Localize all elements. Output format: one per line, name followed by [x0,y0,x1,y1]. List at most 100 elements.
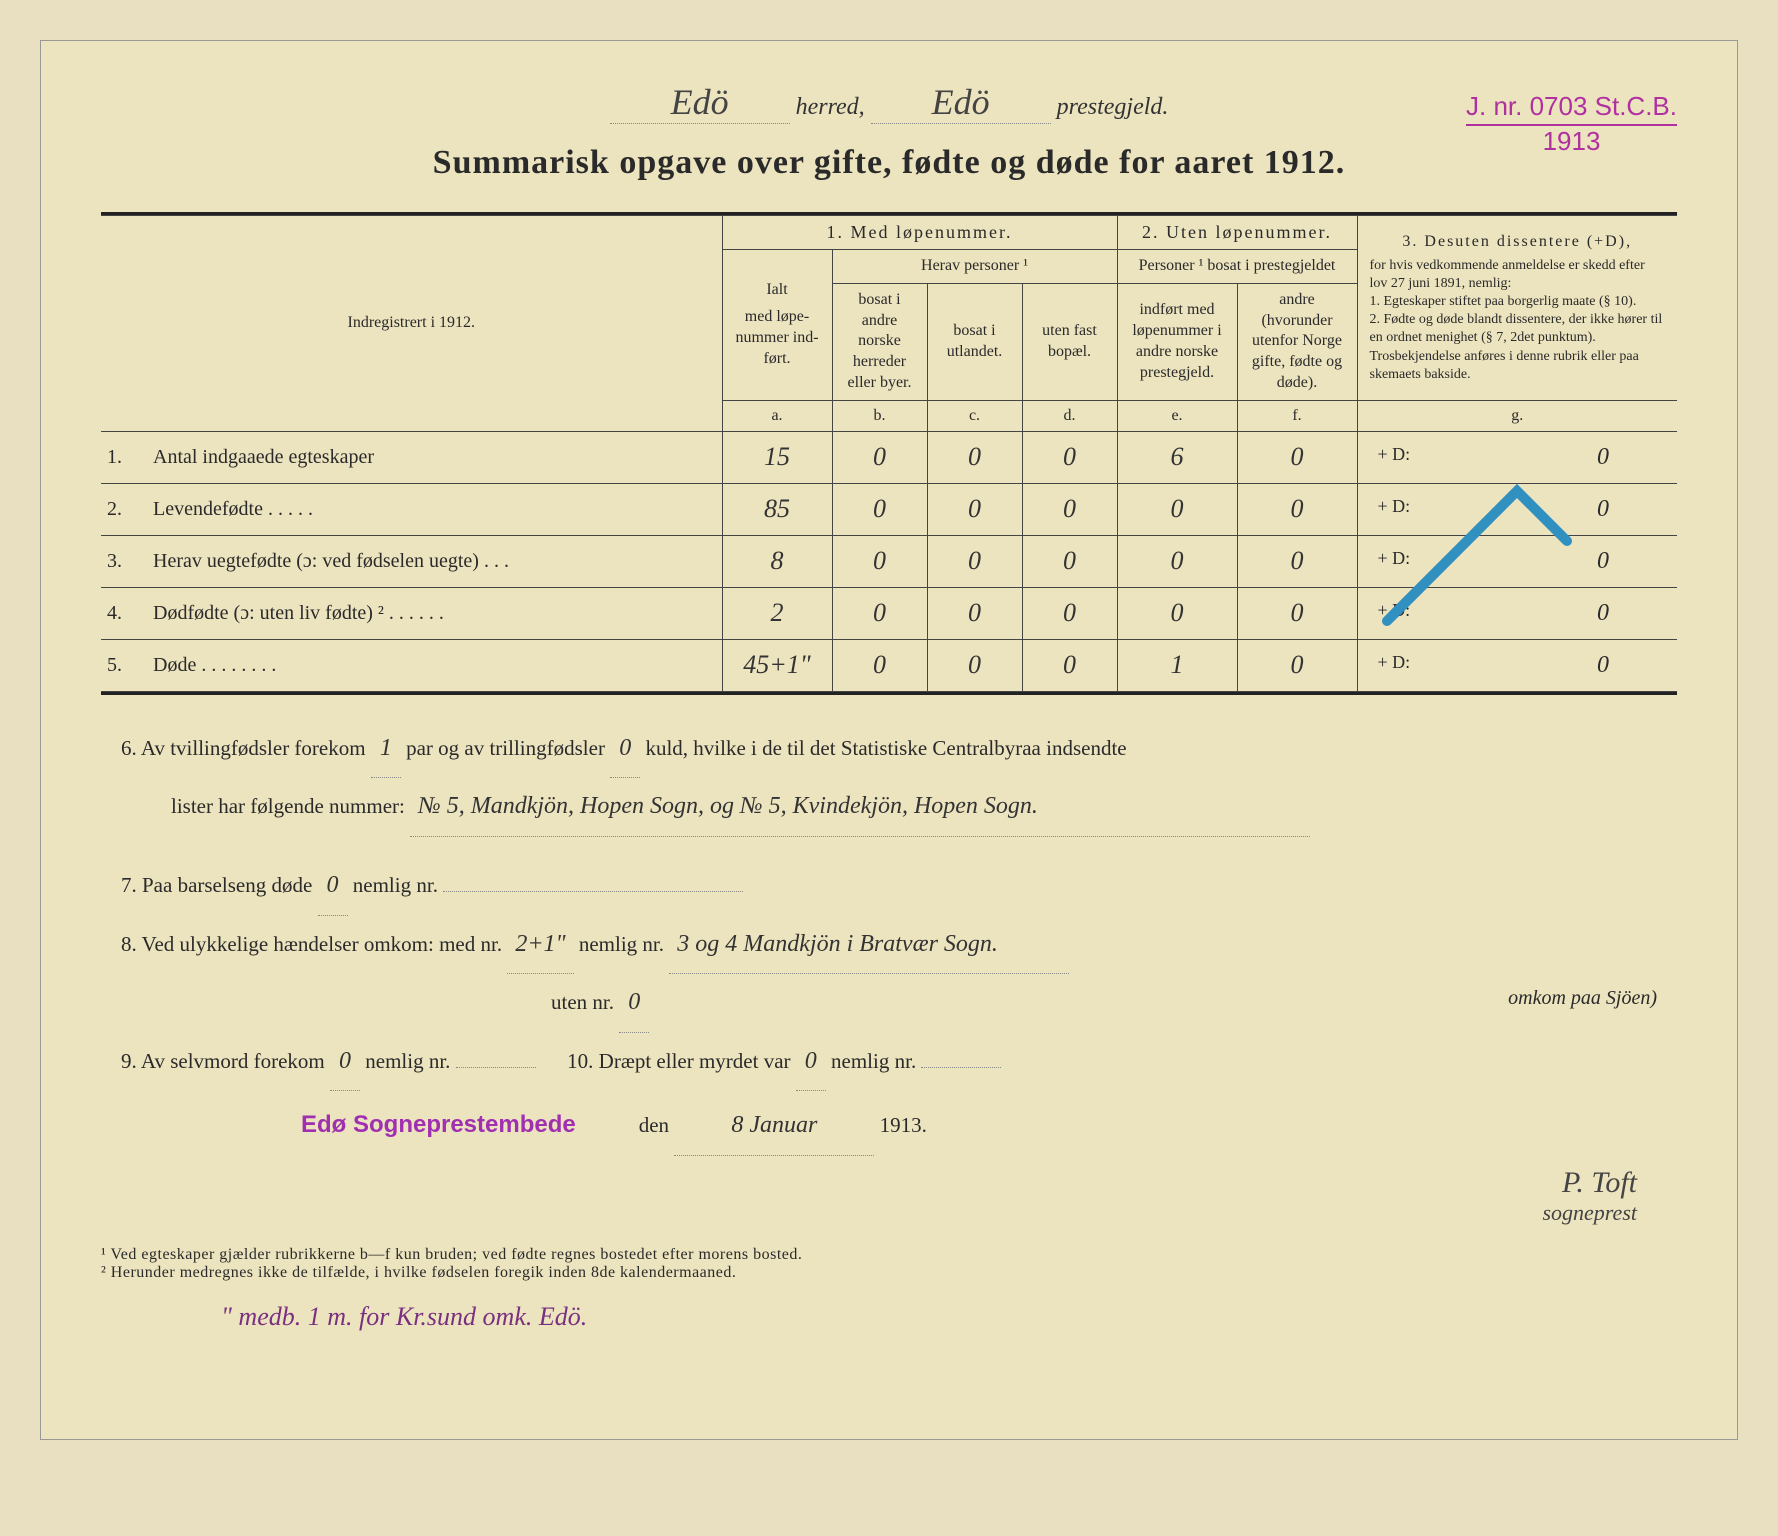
sec2-sub: Personer ¹ bosat i prestegjeldet [1117,250,1357,284]
col-d-header: uten fast bopæl. [1022,283,1117,400]
cell-g: + D:0 [1357,535,1677,587]
accident-desc-hw: 3 og 4 Mandkjön i Bratvær Sogn. [669,916,1069,975]
cell-a: 8 [722,535,832,587]
cell-c: 0 [927,483,1022,535]
indreg-header: Indregistrert i 1912. [101,216,722,432]
section2-header: 2. Uten løpenummer. [1117,216,1357,250]
suicide-count: 0 [330,1033,360,1092]
let-g: g. [1357,400,1677,431]
cell-f: 0 [1237,639,1357,691]
accident-without-nr: 0 [619,974,649,1033]
cell-d: 0 [1022,587,1117,639]
let-b: b. [832,400,927,431]
table-row: 1.Antal indgaaede egteskaper1500060+ D:0 [101,431,1677,483]
l7-blank [443,891,743,892]
cell-a: 85 [722,483,832,535]
summary-table: Indregistrert i 1912. 1. Med løpenummer.… [101,215,1677,692]
cell-b: 0 [832,483,927,535]
twins-list-hw: № 5, Mandkjön, Hopen Sogn, og № 5, Kvind… [410,778,1310,837]
table-row: 3.Herav uegtefødte (ɔ: ved fødselen uegt… [101,535,1677,587]
cell-e: 0 [1117,535,1237,587]
cell-a: 15 [722,431,832,483]
row-num: 4. [101,587,141,639]
stamp-line1: J. nr. 0703 St.C.B. [1466,91,1677,126]
row-label: Dødfødte (ɔ: uten liv fødte) ² . . . . .… [141,587,722,639]
date-hw: 8 Januar [674,1097,874,1156]
row-label: Døde . . . . . . . . [141,639,722,691]
line-7: 7. Paa barselseng døde 0 nemlig nr. [121,857,1657,916]
let-f: f. [1237,400,1357,431]
line-9-10: 9. Av selvmord forekom 0 nemlig nr. 10. … [121,1033,1657,1092]
stamp-line2: 1913 [1466,126,1677,157]
header-line: Edö herred, Edö prestegjeld. [101,81,1677,124]
cell-a: 2 [722,587,832,639]
signature-name: P. Toft [101,1166,1637,1200]
table-row: 2.Levendefødte . . . . .8500000+ D:0 [101,483,1677,535]
cell-b: 0 [832,587,927,639]
row-num: 3. [101,535,141,587]
cell-e: 6 [1117,431,1237,483]
cell-c: 0 [927,639,1022,691]
line-8: 8. Ved ulykkelige hændelser omkom: med n… [121,916,1657,975]
divider-bottom [101,692,1677,695]
cell-f: 0 [1237,483,1357,535]
section1-header: 1. Med løpenummer. [722,216,1117,250]
row-num: 2. [101,483,141,535]
cell-d: 0 [1022,483,1117,535]
section3-header: 3. Desuten dissentere (+D), for hvis ved… [1357,216,1677,401]
herred-label: herred, [796,94,865,120]
cell-g: + D:0 [1357,483,1677,535]
page-title: Summarisk opgave over gifte, fødte og dø… [101,144,1677,182]
table-row: 4.Dødfødte (ɔ: uten liv fødte) ² . . . .… [101,587,1677,639]
line-6b: lister har følgende nummer: № 5, Mandkjö… [121,778,1657,837]
document-page: J. nr. 0703 St.C.B. 1913 Edö herred, Edö… [40,40,1738,1440]
row-num: 1. [101,431,141,483]
cell-d: 0 [1022,535,1117,587]
row-label: Levendefødte . . . . . [141,483,722,535]
table-row: 5.Døde . . . . . . . .45+1"00010+ D:0 [101,639,1677,691]
prestegjeld-handwritten: Edö [871,81,1051,124]
triplets-count: 0 [610,720,640,779]
let-c: c. [927,400,1022,431]
row-label: Antal indgaaede egteskaper [141,431,722,483]
footnote-2: ² Herunder medregnes ikke de tilfælde, i… [101,1264,1677,1282]
childbed-deaths: 0 [318,857,348,916]
row-num: 5. [101,639,141,691]
cell-g: + D:0 [1357,431,1677,483]
cell-e: 1 [1117,639,1237,691]
cell-d: 0 [1022,431,1117,483]
line-8b: uten nr. 0 omkom paa Sjöen) [121,974,1657,1033]
line-6: 6. Av tvillingfødsler forekom 1 par og a… [121,720,1657,779]
col-e-header: indført med løpenummer i andre norske pr… [1117,283,1237,400]
cell-a: 45+1" [722,639,832,691]
footnotes: ¹ Ved egteskaper gjælder rubrikkerne b—f… [101,1246,1677,1282]
cell-d: 0 [1022,639,1117,691]
col-f-header: andre (hvorunder utenfor Norge gifte, fø… [1237,283,1357,400]
accident-with-nr: 2+1" [507,916,573,975]
let-a: a. [722,400,832,431]
footnote-1: ¹ Ved egteskaper gjælder rubrikkerne b—f… [101,1246,1677,1264]
cell-b: 0 [832,431,927,483]
body-text: 6. Av tvillingfødsler forekom 1 par og a… [101,720,1677,1156]
sea-note: omkom paa Sjöen) [1508,974,1657,1022]
journal-stamp: J. nr. 0703 St.C.B. 1913 [1466,91,1677,157]
bottom-handwritten-note: " medb. 1 m. for Kr.sund omk. Edö. [221,1302,1677,1332]
col-b-header: bosat i andre norske herreder eller byer… [832,283,927,400]
signature-title: sogneprest [101,1200,1637,1226]
prestegjeld-label: prestegjeld. [1057,94,1169,120]
cell-b: 0 [832,535,927,587]
cell-e: 0 [1117,483,1237,535]
cell-c: 0 [927,431,1022,483]
cell-e: 0 [1117,587,1237,639]
cell-g: + D:0 [1357,639,1677,691]
let-d: d. [1022,400,1117,431]
cell-f: 0 [1237,431,1357,483]
office-stamp: Edø Sogneprestembede [301,1111,576,1138]
col-c-header: bosat i utlandet. [927,283,1022,400]
cell-g: + D:0 [1357,587,1677,639]
twins-count: 1 [371,720,401,779]
signature-line: Edø Sogneprestembede den 8 Januar 1913. [121,1096,1657,1156]
cell-f: 0 [1237,587,1357,639]
signature-block: P. Toft sogneprest [101,1166,1677,1226]
cell-c: 0 [927,535,1022,587]
